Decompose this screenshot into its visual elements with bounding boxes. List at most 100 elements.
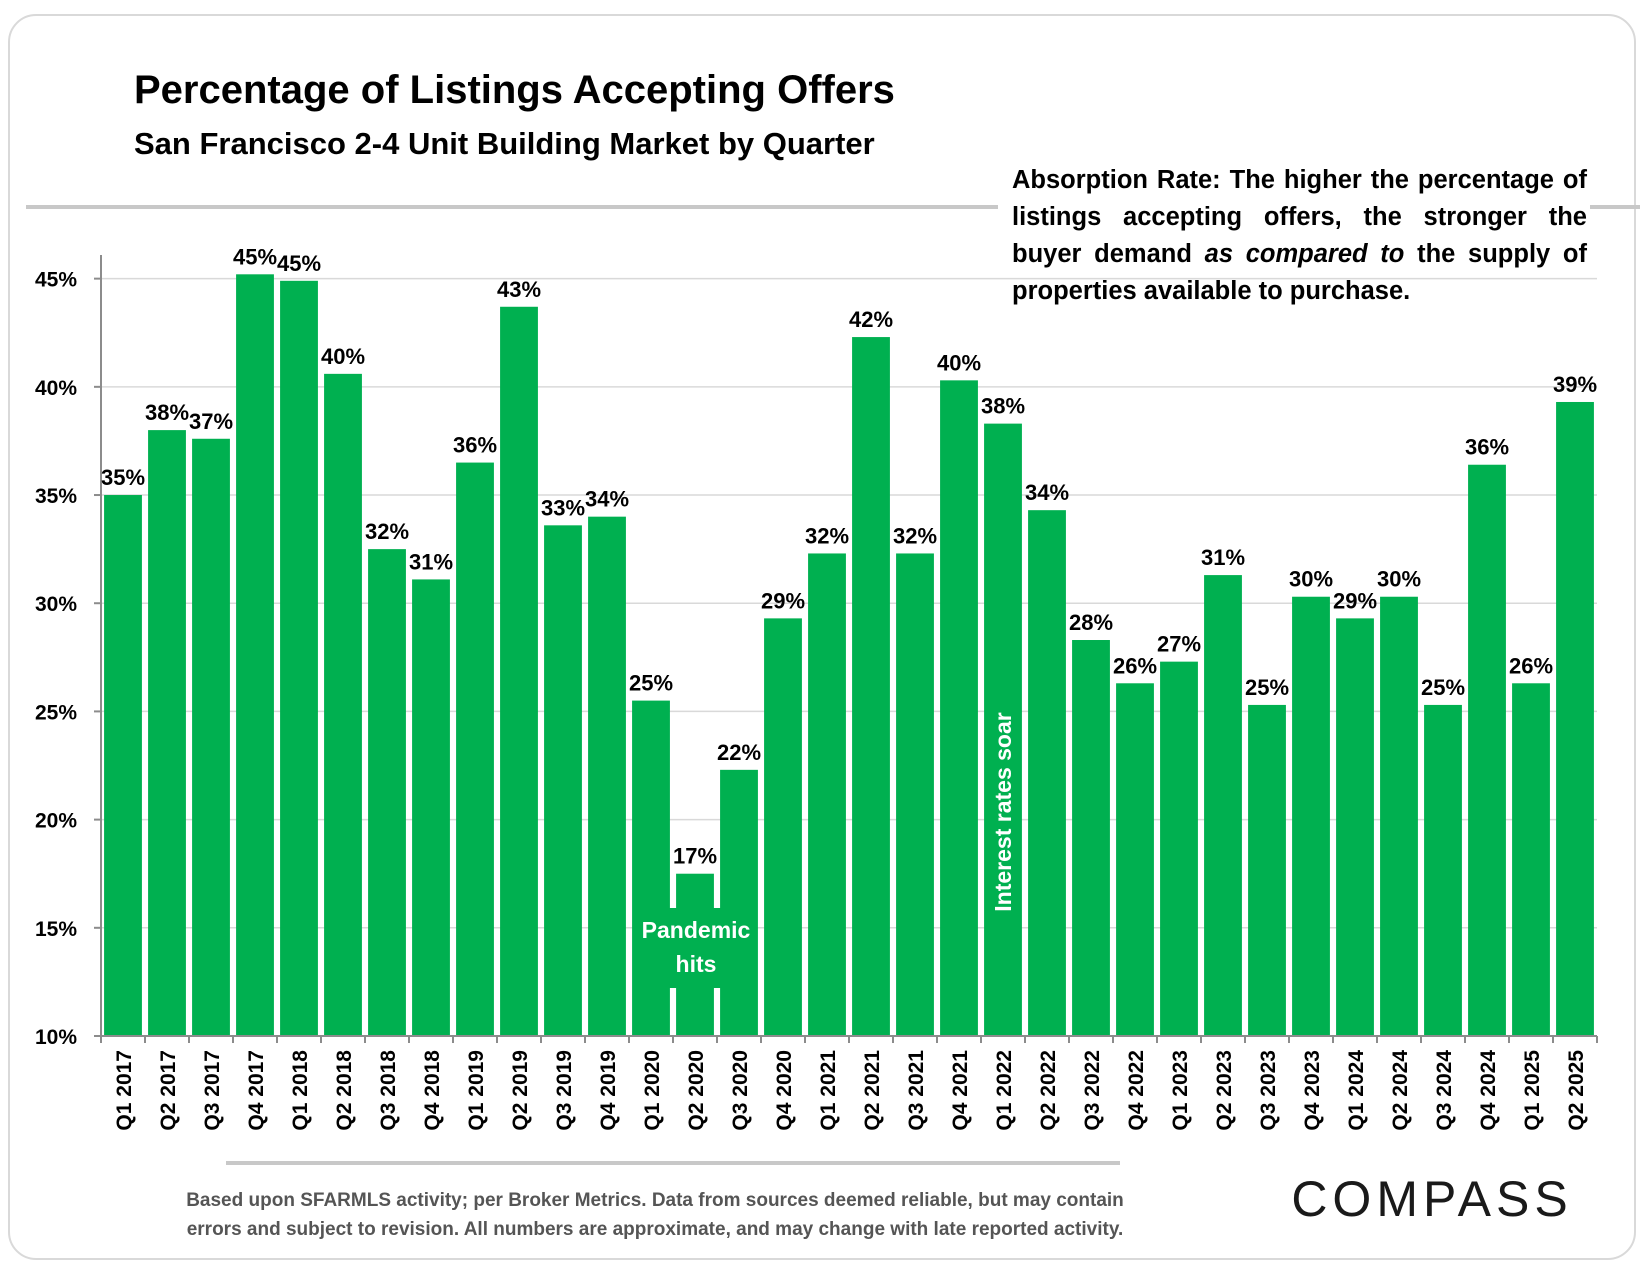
bar (236, 274, 274, 1036)
bar (940, 380, 978, 1036)
data-label: 32% (365, 519, 409, 544)
x-tick-label: Q4 2018 (421, 1050, 444, 1131)
x-tick-label: Q3 2021 (905, 1050, 928, 1131)
pandemic-annotation: Pandemic (642, 917, 751, 943)
x-tick-label: Q1 2025 (1521, 1050, 1544, 1131)
bar (1028, 510, 1066, 1036)
data-label: 25% (1421, 675, 1465, 700)
data-label: 28% (1069, 610, 1113, 635)
x-tick-label: Q2 2020 (685, 1050, 708, 1131)
bar (1160, 661, 1198, 1036)
x-tick-label: Q1 2017 (113, 1050, 136, 1131)
bar (1424, 704, 1462, 1036)
bar (588, 516, 626, 1036)
x-tick-label: Q3 2024 (1433, 1050, 1456, 1131)
data-label: 32% (893, 523, 937, 548)
data-label: 42% (849, 307, 893, 332)
footnote-line-2: errors and subject to revision. All numb… (186, 1219, 1124, 1240)
data-label: 22% (717, 740, 761, 765)
bar (764, 618, 802, 1036)
x-tick-label: Q2 2024 (1389, 1050, 1412, 1131)
x-tick-label: Q1 2023 (1169, 1050, 1192, 1131)
bar (1468, 464, 1506, 1036)
x-tick-label: Q4 2024 (1477, 1050, 1500, 1131)
x-tick-label: Q2 2023 (1213, 1050, 1236, 1131)
compass-logo: COMPASS (1291, 1171, 1573, 1227)
data-label: 37% (189, 409, 233, 434)
source-footnote: Based upon SFARMLS activity; per Broker … (120, 1186, 1190, 1244)
bar (412, 579, 450, 1036)
axis-divider (226, 1161, 1120, 1165)
data-label: 31% (409, 549, 453, 574)
data-label: 34% (1025, 480, 1069, 505)
y-tick-label: 45% (35, 269, 77, 292)
bar (1072, 640, 1110, 1036)
x-tick-label: Q4 2017 (245, 1050, 268, 1131)
bar (1556, 401, 1594, 1036)
x-tick-label: Q1 2022 (993, 1050, 1016, 1131)
x-tick-label: Q4 2020 (773, 1050, 796, 1131)
y-tick-label: 40% (35, 377, 77, 400)
data-label: 39% (1553, 372, 1597, 397)
x-tick-label: Q3 2019 (553, 1050, 576, 1131)
y-tick-label: 10% (35, 1026, 77, 1049)
bar (104, 495, 142, 1036)
data-label: 25% (1245, 675, 1289, 700)
bar (148, 430, 186, 1037)
bar (896, 553, 934, 1036)
data-label: 25% (629, 671, 673, 696)
x-tick-label: Q1 2019 (465, 1050, 488, 1131)
bar (1292, 596, 1330, 1036)
data-label: 27% (1157, 632, 1201, 657)
x-tick-label: Q2 2022 (1037, 1050, 1060, 1131)
bar (720, 769, 758, 1036)
x-tick-label: Q3 2020 (729, 1050, 752, 1131)
bar (280, 280, 318, 1037)
data-label: 40% (937, 350, 981, 375)
interest-rates-annotation: Interest rates soar (990, 712, 1016, 911)
x-tick-label: Q4 2023 (1301, 1050, 1324, 1131)
pandemic-annotation: hits (676, 951, 717, 977)
chart-frame (8, 14, 1636, 1260)
data-label: 33% (541, 495, 585, 520)
data-label: 35% (101, 465, 145, 490)
data-label: 17% (673, 844, 717, 869)
y-tick-label: 25% (35, 701, 77, 724)
data-label: 40% (321, 344, 365, 369)
absorption-rate-note: Absorption Rate: The higher the percenta… (1012, 162, 1587, 310)
bar (1248, 704, 1286, 1036)
bar (1116, 683, 1154, 1036)
data-label: 45% (233, 244, 277, 269)
bar (1512, 683, 1550, 1036)
data-label: 26% (1113, 653, 1157, 678)
x-tick-label: Q1 2021 (817, 1050, 840, 1131)
bar (1380, 596, 1418, 1036)
x-tick-label: Q1 2018 (289, 1050, 312, 1131)
y-tick-label: 30% (35, 593, 77, 616)
bar (192, 438, 230, 1036)
x-tick-label: Q3 2022 (1081, 1050, 1104, 1131)
note-emphasis: as compared to (1204, 240, 1405, 268)
x-tick-label: Q3 2018 (377, 1050, 400, 1131)
x-tick-label: Q2 2018 (333, 1050, 356, 1131)
x-tick-label: Q4 2019 (597, 1050, 620, 1131)
annotation-backdrop (633, 908, 757, 988)
x-tick-label: Q4 2022 (1125, 1050, 1148, 1131)
footnote-line-1: Based upon SFARMLS activity; per Broker … (186, 1190, 1124, 1211)
bar (368, 549, 406, 1036)
data-label: 32% (805, 523, 849, 548)
x-tick-label: Q3 2023 (1257, 1050, 1280, 1131)
y-tick-label: 35% (35, 485, 77, 508)
data-label: 30% (1289, 567, 1333, 592)
x-tick-label: Q1 2020 (641, 1050, 664, 1131)
note-text-2: the supply of properties available to pu… (1012, 240, 1587, 305)
bar (852, 337, 890, 1036)
x-tick-label: Q3 2017 (201, 1050, 224, 1131)
data-label: 36% (453, 433, 497, 458)
bar (456, 462, 494, 1036)
data-label: 29% (1333, 588, 1377, 613)
bar (544, 525, 582, 1036)
annotation-backdrop (986, 700, 1020, 948)
x-tick-label: Q1 2024 (1345, 1050, 1368, 1131)
